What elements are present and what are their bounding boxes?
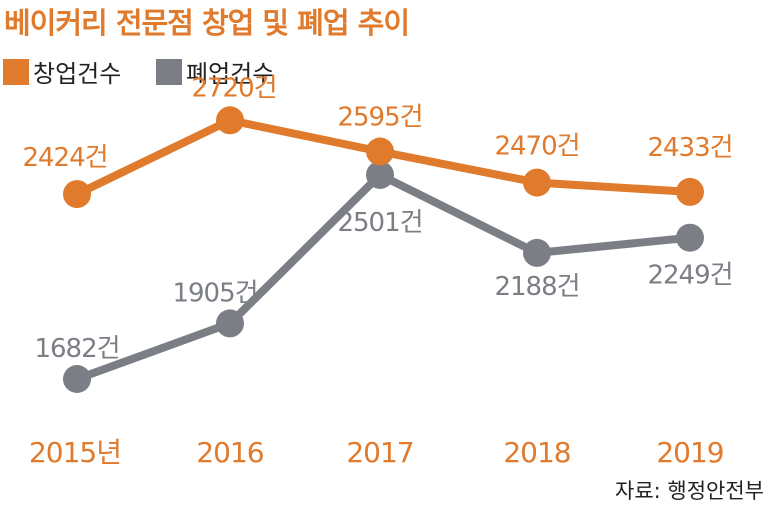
data-label-close-3: 2188건 <box>494 272 579 302</box>
data-point-close-4 <box>676 223 704 252</box>
source-note: 자료: 행정안전부 <box>615 479 764 503</box>
series-line-close <box>73 170 694 383</box>
x-tick-label-4: 2019 <box>656 436 723 469</box>
data-label-open-2: 2595건 <box>337 103 422 133</box>
data-label-open-1: 2720건 <box>191 73 276 103</box>
data-point-open-2 <box>366 137 394 166</box>
data-point-open-1 <box>216 106 244 135</box>
data-label-open-0: 2424건 <box>22 143 107 173</box>
chart-title: 베이커리 전문점 창업 및 폐업 추이 <box>4 6 410 40</box>
data-point-open-0 <box>63 180 91 209</box>
legend-label-close: 폐업건수 <box>186 60 275 88</box>
data-label-close-2: 2501건 <box>337 208 422 238</box>
data-point-close-1 <box>216 309 244 338</box>
x-tick-label-3: 2018 <box>503 436 570 469</box>
data-label-close-1: 1905건 <box>172 278 257 308</box>
legend-swatch-close <box>156 58 182 85</box>
x-tick-label-1: 2016 <box>196 436 263 469</box>
data-point-open-3 <box>523 168 551 197</box>
data-label-open-3: 2470건 <box>494 132 579 162</box>
data-point-open-4 <box>676 177 704 206</box>
data-label-close-0: 1682건 <box>34 334 119 364</box>
x-tick-label-0: 2015년 <box>29 436 121 469</box>
data-point-close-2 <box>366 160 394 189</box>
legend-item-close: 폐업건수 <box>156 54 274 89</box>
data-label-open-4: 2433건 <box>647 133 732 163</box>
x-tick-label-2: 2017 <box>346 436 413 469</box>
data-point-close-0 <box>63 365 91 393</box>
legend-swatch-open <box>3 58 29 85</box>
data-label-close-4: 2249건 <box>647 261 732 291</box>
data-point-close-3 <box>523 238 551 267</box>
legend-item-open: 창업건수 <box>3 54 121 89</box>
legend-label-open: 창업건수 <box>33 60 122 88</box>
